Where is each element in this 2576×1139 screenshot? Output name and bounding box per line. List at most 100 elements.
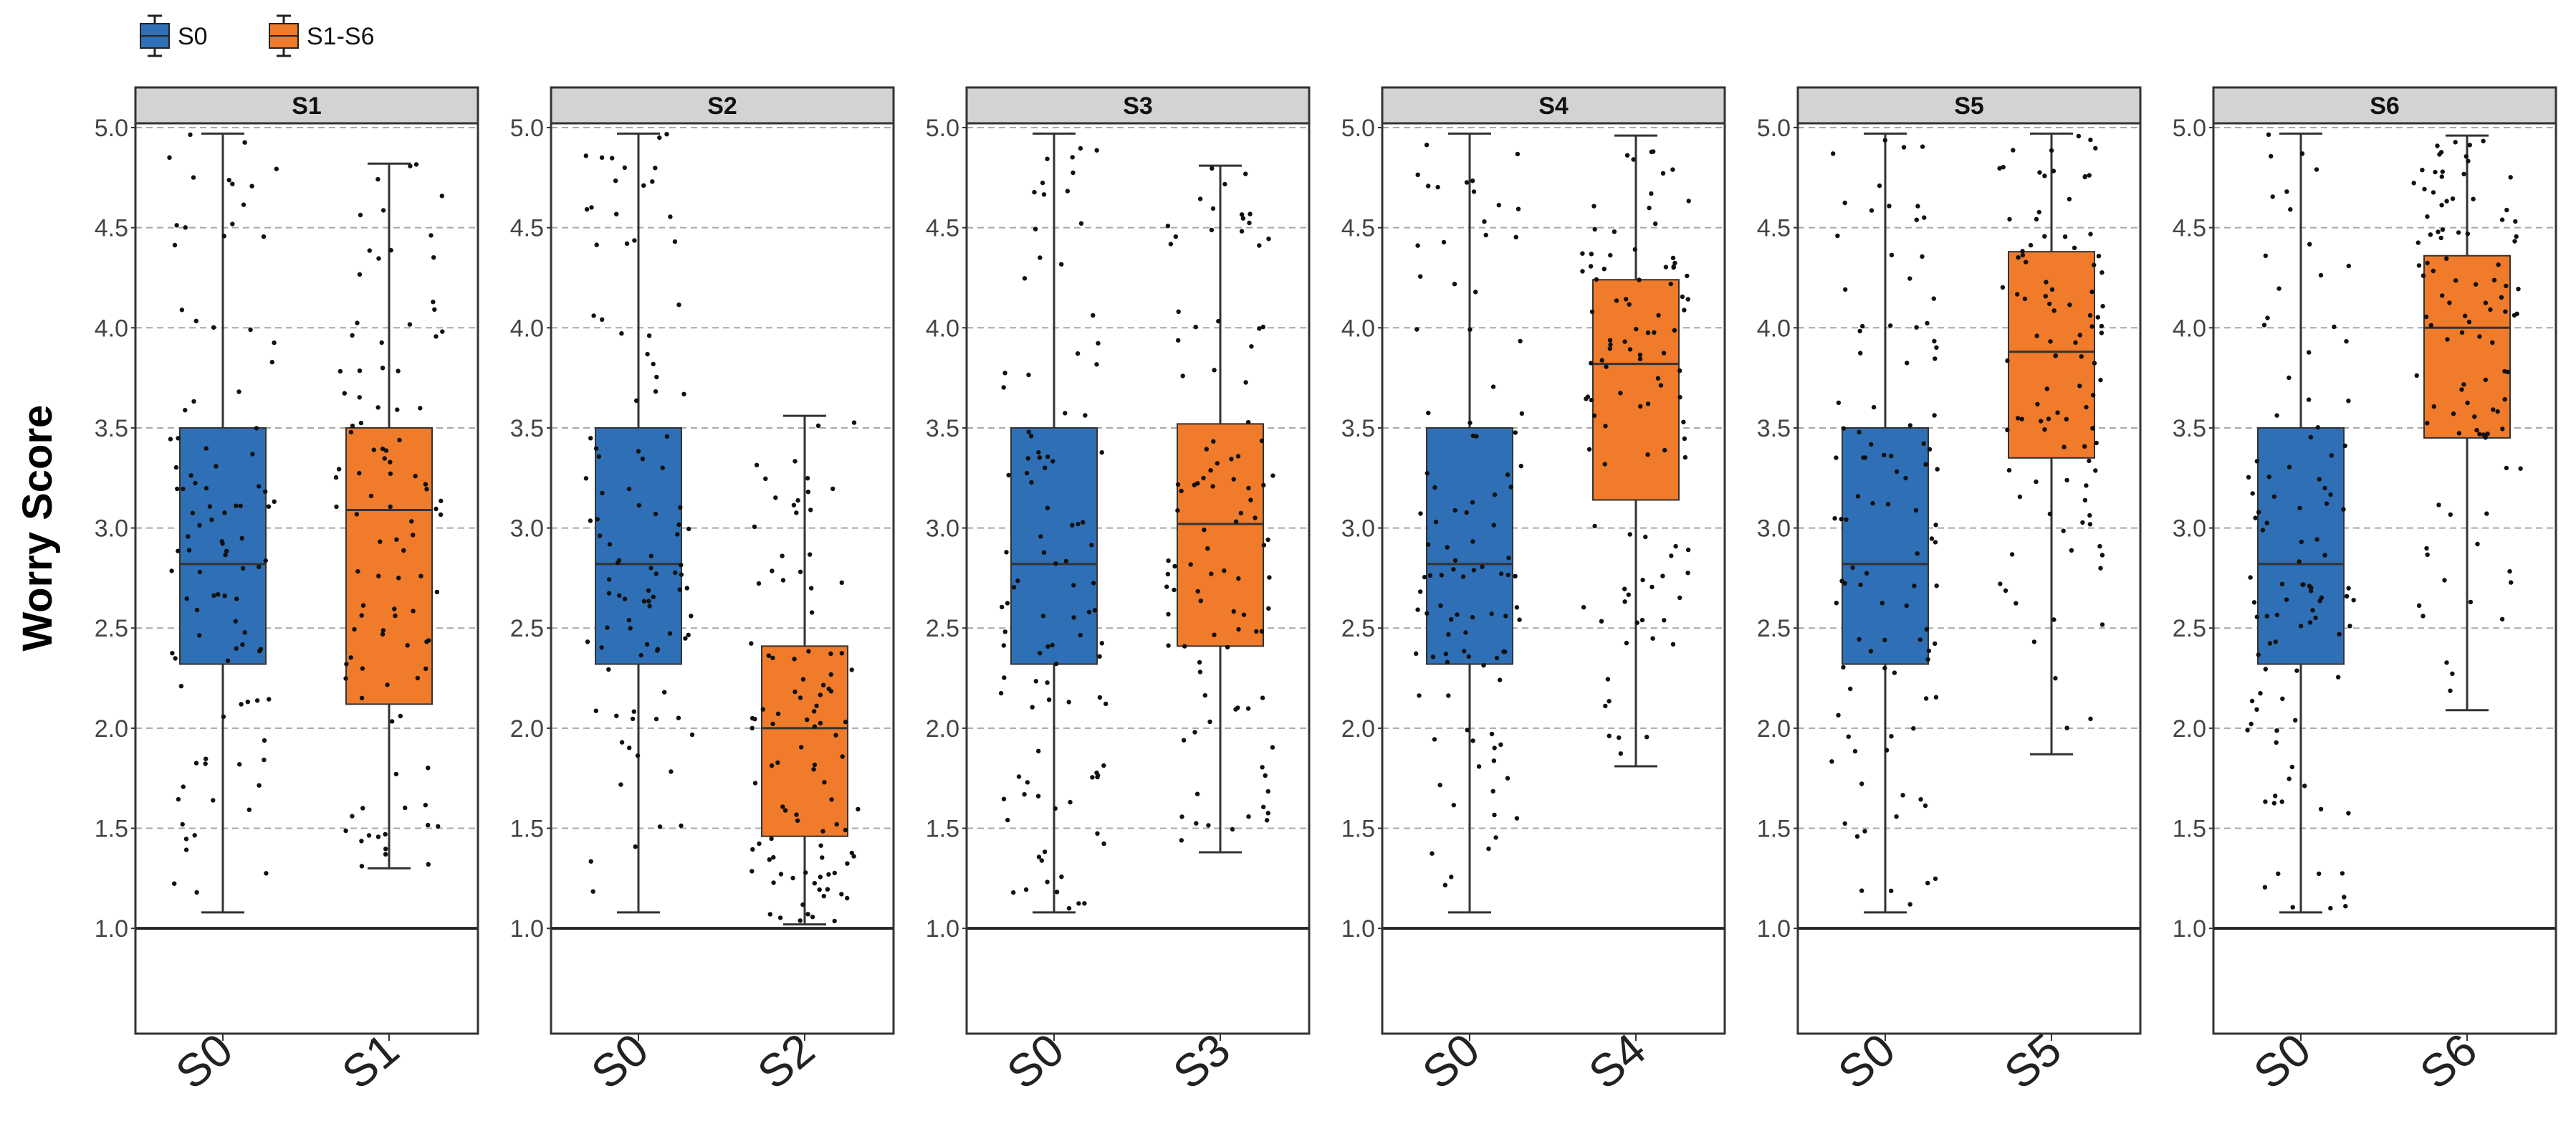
jitter-point bbox=[1168, 242, 1174, 247]
jitter-point bbox=[820, 682, 826, 687]
jitter-point bbox=[654, 374, 659, 380]
jitter-point bbox=[2475, 541, 2480, 547]
jitter-point bbox=[750, 847, 755, 852]
panel-s2: S21.01.52.02.53.03.54.04.55.0S0 S2 bbox=[510, 86, 895, 1099]
jitter-point bbox=[343, 676, 348, 681]
jitter-point bbox=[1095, 831, 1100, 837]
y-tick-label: 4.5 bbox=[2173, 215, 2206, 242]
jitter-point bbox=[1492, 812, 1497, 818]
jitter-point bbox=[358, 420, 364, 426]
jitter-point bbox=[1257, 243, 1262, 248]
y-axis-title: Worry Score bbox=[14, 405, 61, 652]
jitter-point bbox=[1505, 776, 1510, 781]
jitter-point bbox=[334, 504, 339, 510]
jitter-point bbox=[2318, 806, 2324, 812]
jitter-point bbox=[188, 473, 193, 478]
jitter-point bbox=[2509, 580, 2514, 585]
jitter-point bbox=[624, 241, 630, 246]
jitter-point bbox=[2258, 691, 2263, 696]
jitter-point bbox=[1672, 328, 1677, 333]
jitter-point bbox=[1253, 515, 1258, 520]
jitter-point bbox=[1661, 351, 1667, 356]
jitter-point bbox=[1998, 581, 2003, 586]
jitter-point bbox=[204, 485, 209, 491]
jitter-point bbox=[622, 596, 628, 601]
jitter-point bbox=[1634, 620, 1639, 625]
jitter-point bbox=[1617, 735, 1622, 740]
jitter-point bbox=[777, 915, 783, 920]
jitter-point bbox=[1518, 338, 1523, 344]
jitter-point bbox=[2062, 444, 2067, 449]
jitter-point bbox=[849, 850, 855, 856]
jitter-point bbox=[1212, 632, 1217, 637]
jitter-point bbox=[780, 578, 786, 583]
jitter-point bbox=[375, 176, 380, 182]
jitter-point bbox=[237, 762, 242, 767]
jitter-point bbox=[1862, 829, 1867, 834]
jitter-point bbox=[1038, 534, 1043, 539]
jitter-point bbox=[2431, 268, 2436, 274]
jitter-point bbox=[409, 519, 414, 524]
jitter-point bbox=[1627, 532, 1632, 537]
jitter-point bbox=[2287, 776, 2292, 781]
jitter-point bbox=[2351, 598, 2356, 603]
jitter-point bbox=[1024, 470, 1030, 476]
jitter-point bbox=[355, 568, 360, 574]
jitter-point bbox=[653, 571, 659, 576]
y-tick-label: 3.0 bbox=[926, 515, 959, 543]
box-s0 bbox=[583, 132, 695, 914]
legend-label: S0 bbox=[178, 23, 208, 50]
jitter-point bbox=[236, 389, 241, 394]
jitter-point bbox=[1231, 477, 1236, 482]
jitter-point bbox=[2245, 728, 2250, 733]
jitter-point bbox=[1489, 731, 1495, 737]
jitter-point bbox=[2431, 404, 2436, 409]
jitter-point bbox=[1091, 313, 1096, 318]
facet-strip-label: S1 bbox=[292, 92, 322, 120]
jitter-point bbox=[756, 581, 762, 586]
jitter-point bbox=[2512, 313, 2517, 318]
jitter-point bbox=[336, 467, 342, 472]
jitter-point bbox=[401, 548, 406, 553]
jitter-point bbox=[2011, 148, 2016, 153]
jitter-point bbox=[1462, 649, 1467, 654]
jitter-point bbox=[617, 593, 622, 598]
jitter-point bbox=[1005, 817, 1010, 823]
facet-strip-label: S3 bbox=[1123, 92, 1153, 120]
jitter-point bbox=[1025, 456, 1031, 461]
jitter-point bbox=[1618, 751, 1623, 756]
jitter-point bbox=[2428, 323, 2433, 328]
jitter-point bbox=[2465, 232, 2470, 237]
jitter-point bbox=[413, 474, 418, 479]
jitter-point bbox=[1612, 229, 1617, 234]
jitter-point bbox=[333, 475, 339, 480]
jitter-point bbox=[423, 482, 428, 487]
jitter-point bbox=[1071, 583, 1076, 588]
y-tick-label: 1.5 bbox=[1757, 816, 1791, 843]
jitter-point bbox=[1660, 573, 1665, 578]
jitter-points bbox=[167, 132, 279, 895]
jitter-point bbox=[424, 487, 429, 492]
jitter-point bbox=[1257, 326, 1262, 331]
jitter-point bbox=[375, 405, 380, 410]
jitter-point bbox=[2448, 512, 2453, 518]
jitter-point bbox=[641, 599, 647, 604]
y-tick-label: 3.5 bbox=[926, 415, 959, 442]
jitter-point bbox=[1001, 385, 1006, 390]
jitter-point bbox=[2087, 313, 2093, 318]
y-tick-label: 3.0 bbox=[1757, 515, 1791, 543]
jitter-point bbox=[1842, 821, 1847, 826]
panel-s6: S61.01.52.02.53.03.54.04.55.0S0 S6 bbox=[2173, 86, 2557, 1099]
jitter-point bbox=[2420, 168, 2425, 173]
jitter-point bbox=[676, 715, 681, 720]
jitter-point bbox=[1441, 239, 1447, 245]
jitter-point bbox=[1652, 330, 1657, 335]
jitter-point bbox=[2284, 189, 2289, 194]
jitter-point bbox=[1927, 447, 1933, 452]
facet-strip bbox=[2212, 86, 2557, 125]
jitter-point bbox=[1422, 574, 1427, 580]
jitter-point bbox=[1045, 505, 1050, 510]
jitter-point bbox=[379, 340, 384, 345]
jitter-point bbox=[197, 633, 202, 638]
jitter-point bbox=[2042, 427, 2047, 432]
